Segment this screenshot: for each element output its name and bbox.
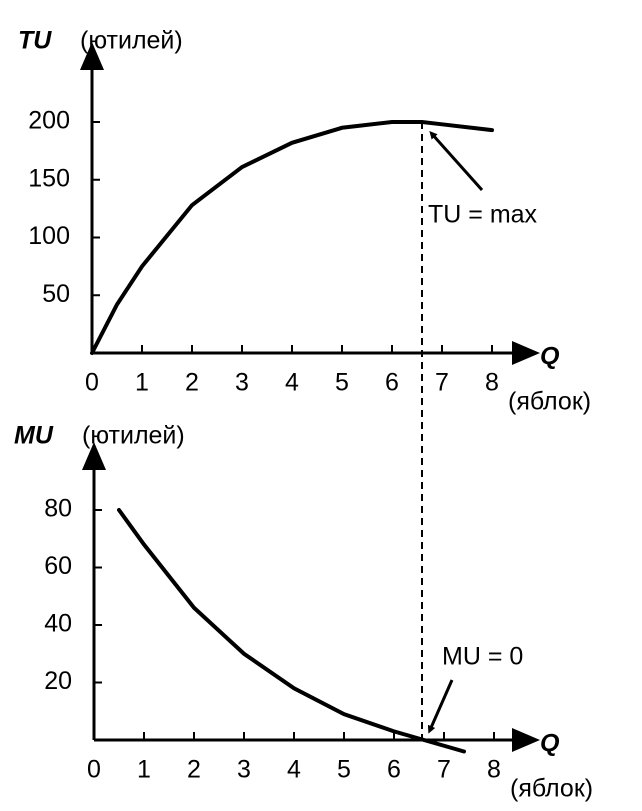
x-tick-label: 0 (87, 756, 101, 784)
y-axis-title: TU (18, 27, 52, 55)
annotation-arrow (427, 679, 454, 734)
axis-arrow (80, 42, 104, 70)
x-tick-label: 4 (285, 369, 299, 397)
x-tick-label: 8 (487, 756, 501, 784)
x-tick-label: 1 (135, 369, 149, 397)
y-axis-unit: (ютилей) (82, 422, 185, 450)
y-tick-label: 150 (28, 164, 70, 192)
x-tick-label: 6 (387, 756, 401, 784)
curve (90, 120, 494, 355)
annotation: TU = max (428, 201, 538, 229)
x-tick-label: 0 (85, 369, 99, 397)
annotation: MU = 0 (442, 643, 523, 671)
y-tick-label: 100 (28, 222, 70, 250)
x-axis-title: Q (540, 730, 560, 758)
x-tick-label: 4 (287, 756, 301, 784)
x-tick-label: 6 (385, 369, 399, 397)
annotation-arrow (429, 131, 484, 191)
x-axis-unit: (яблок) (510, 775, 593, 803)
x-tick-label: 8 (485, 369, 499, 397)
y-tick-label: 20 (44, 667, 72, 695)
x-tick-label: 2 (187, 756, 201, 784)
y-axis-title: MU (14, 422, 54, 450)
y-tick-label: 50 (42, 280, 70, 308)
y-tick-label: 60 (44, 552, 72, 580)
axis-arrow (512, 341, 540, 365)
x-tick-label: 3 (235, 369, 249, 397)
axis-arrow (512, 728, 540, 752)
y-axis-unit: (ютилей) (80, 27, 183, 55)
x-tick-label: 7 (437, 756, 451, 784)
x-tick-label: 2 (185, 369, 199, 397)
x-tick-label: 5 (337, 756, 351, 784)
x-axis-title: Q (540, 343, 560, 371)
x-tick-label: 7 (435, 369, 449, 397)
x-tick-label: 5 (335, 369, 349, 397)
y-tick-label: 200 (28, 107, 70, 135)
x-tick-label: 1 (137, 756, 151, 784)
y-tick-label: 40 (44, 610, 72, 638)
x-tick-label: 3 (237, 756, 251, 784)
x-axis-unit: (яблок) (508, 388, 591, 416)
axis-arrow (82, 442, 106, 470)
curve (117, 508, 466, 754)
y-tick-label: 80 (44, 495, 72, 523)
